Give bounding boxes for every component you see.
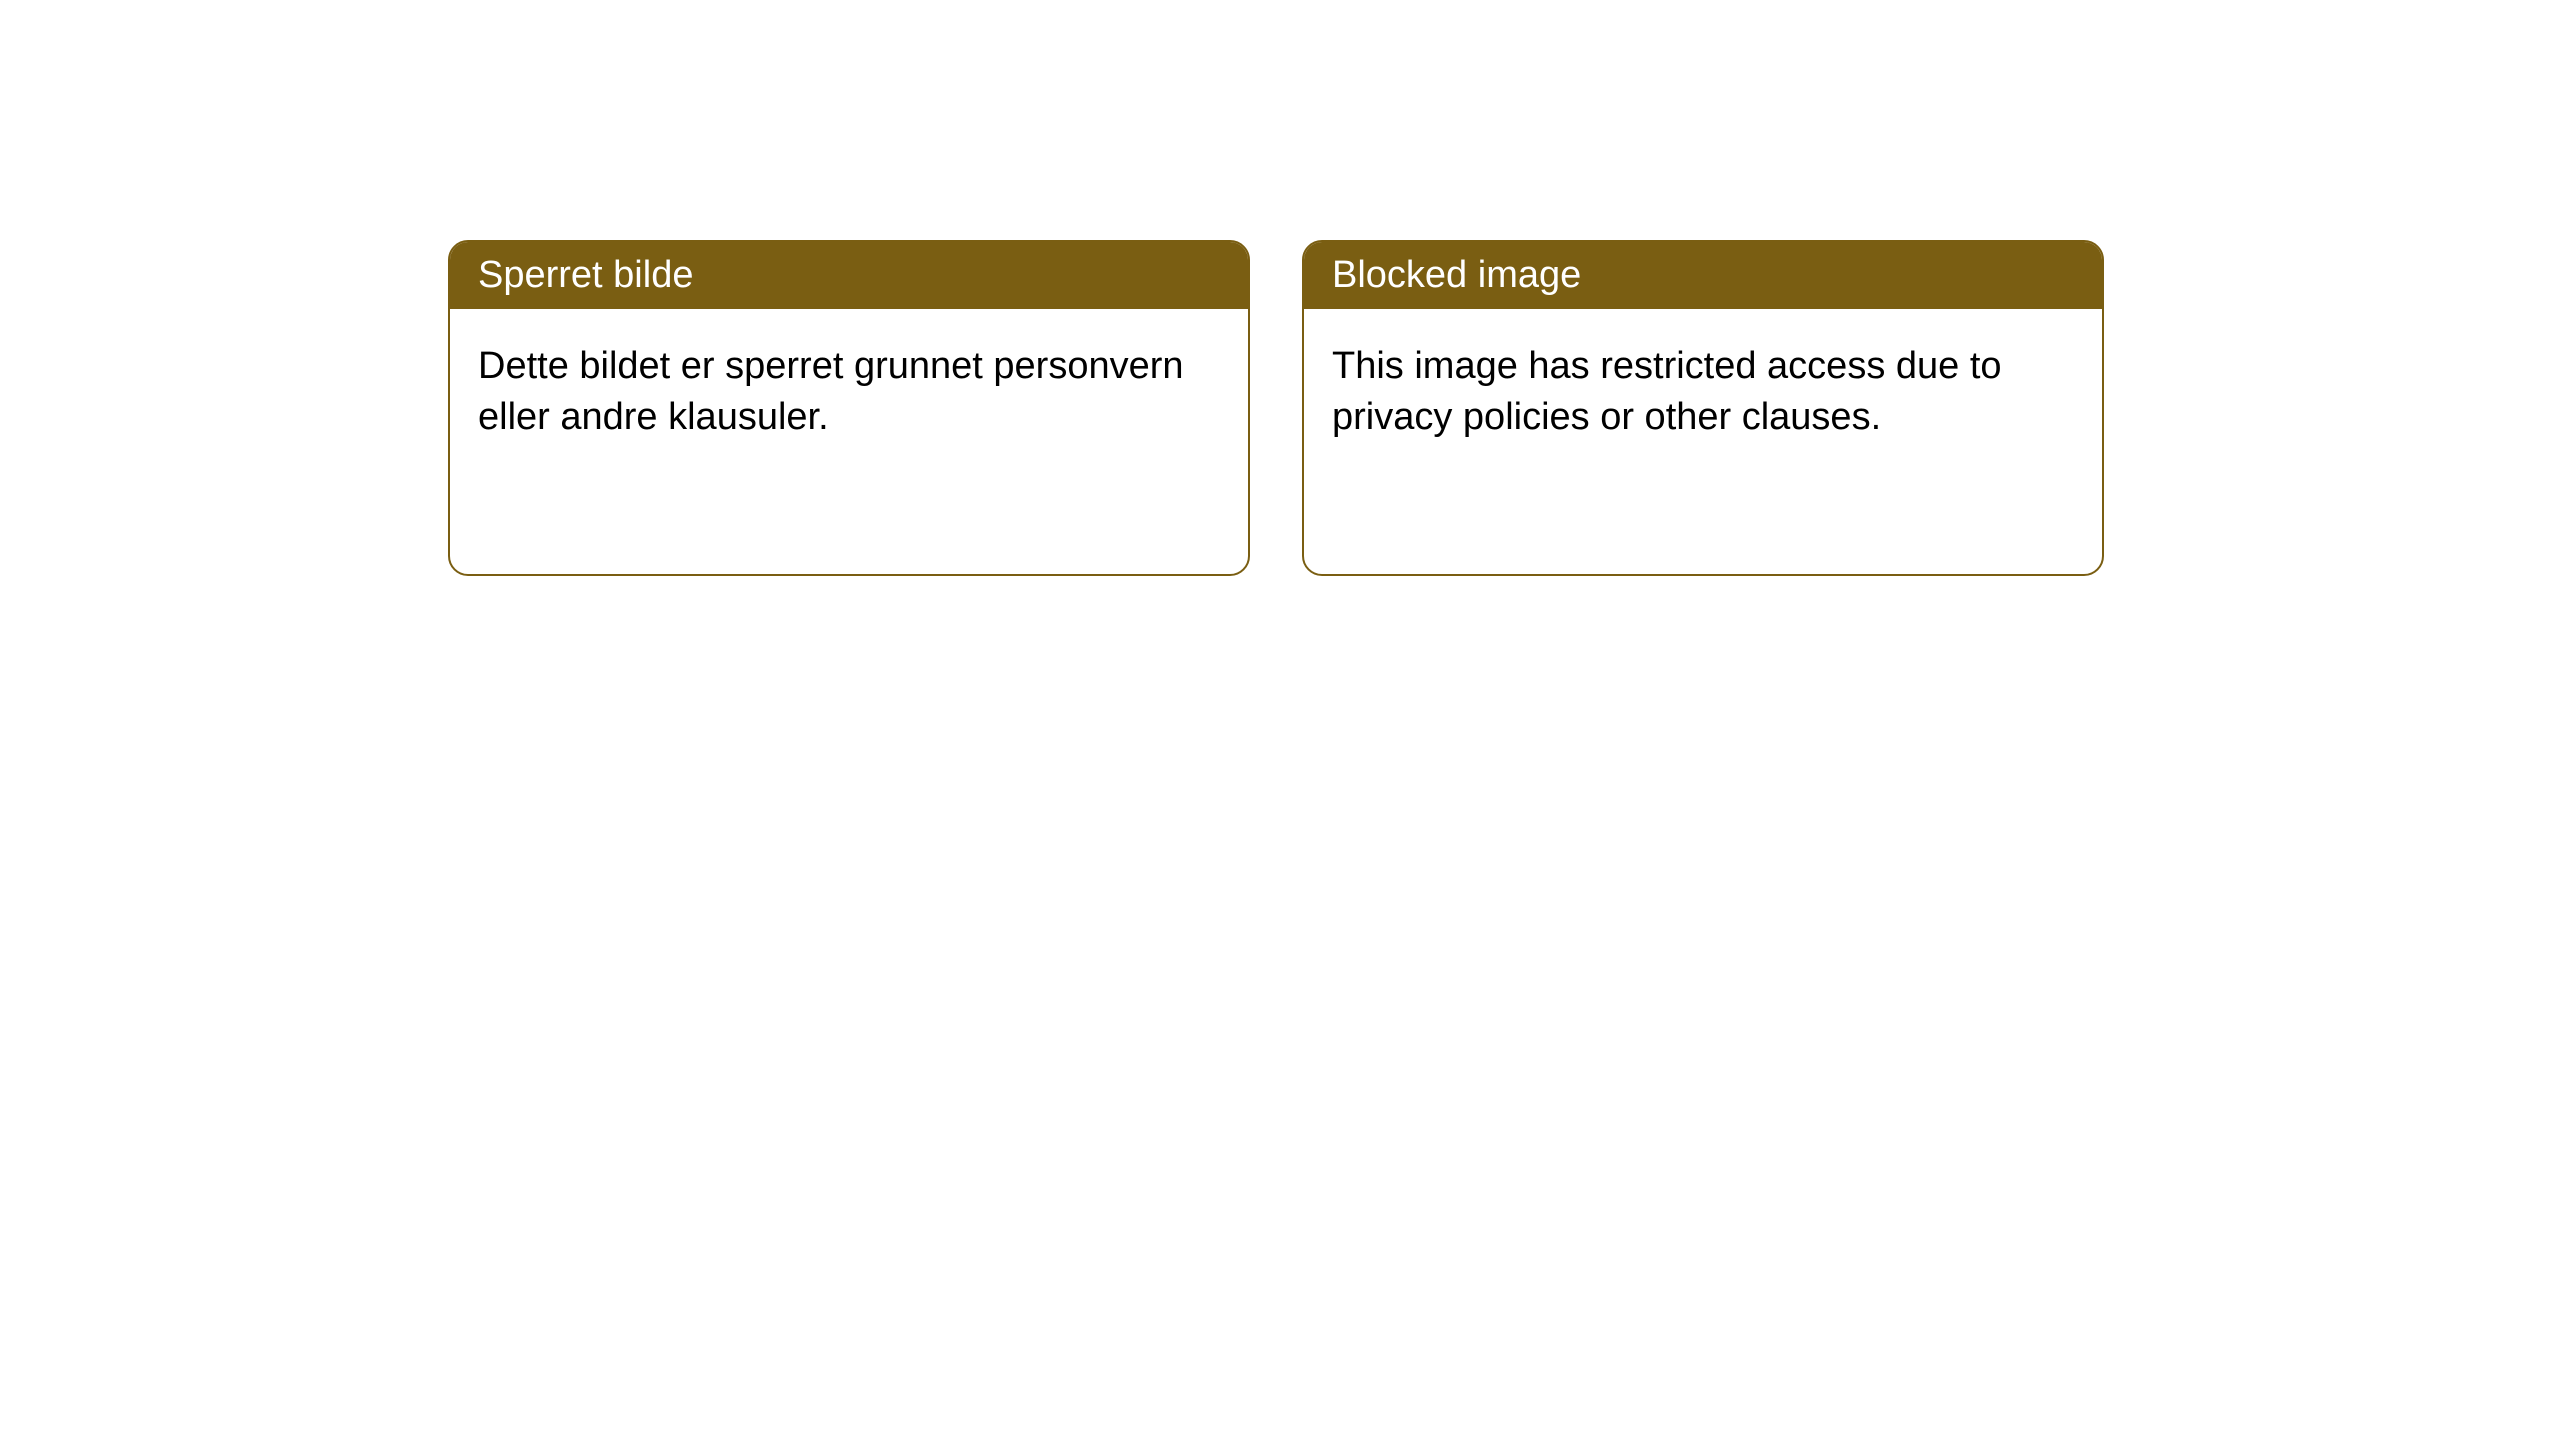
card-body-text: This image has restricted access due to … <box>1332 345 2002 438</box>
notice-card-norwegian: Sperret bilde Dette bildet er sperret gr… <box>448 240 1250 576</box>
card-body: Dette bildet er sperret grunnet personve… <box>450 309 1248 476</box>
notice-card-english: Blocked image This image has restricted … <box>1302 240 2104 576</box>
card-title: Blocked image <box>1332 254 1581 296</box>
card-header: Blocked image <box>1304 242 2102 309</box>
card-body-text: Dette bildet er sperret grunnet personve… <box>478 345 1184 438</box>
notice-card-container: Sperret bilde Dette bildet er sperret gr… <box>448 240 2104 576</box>
card-body: This image has restricted access due to … <box>1304 309 2102 476</box>
card-header: Sperret bilde <box>450 242 1248 309</box>
card-title: Sperret bilde <box>478 254 693 296</box>
